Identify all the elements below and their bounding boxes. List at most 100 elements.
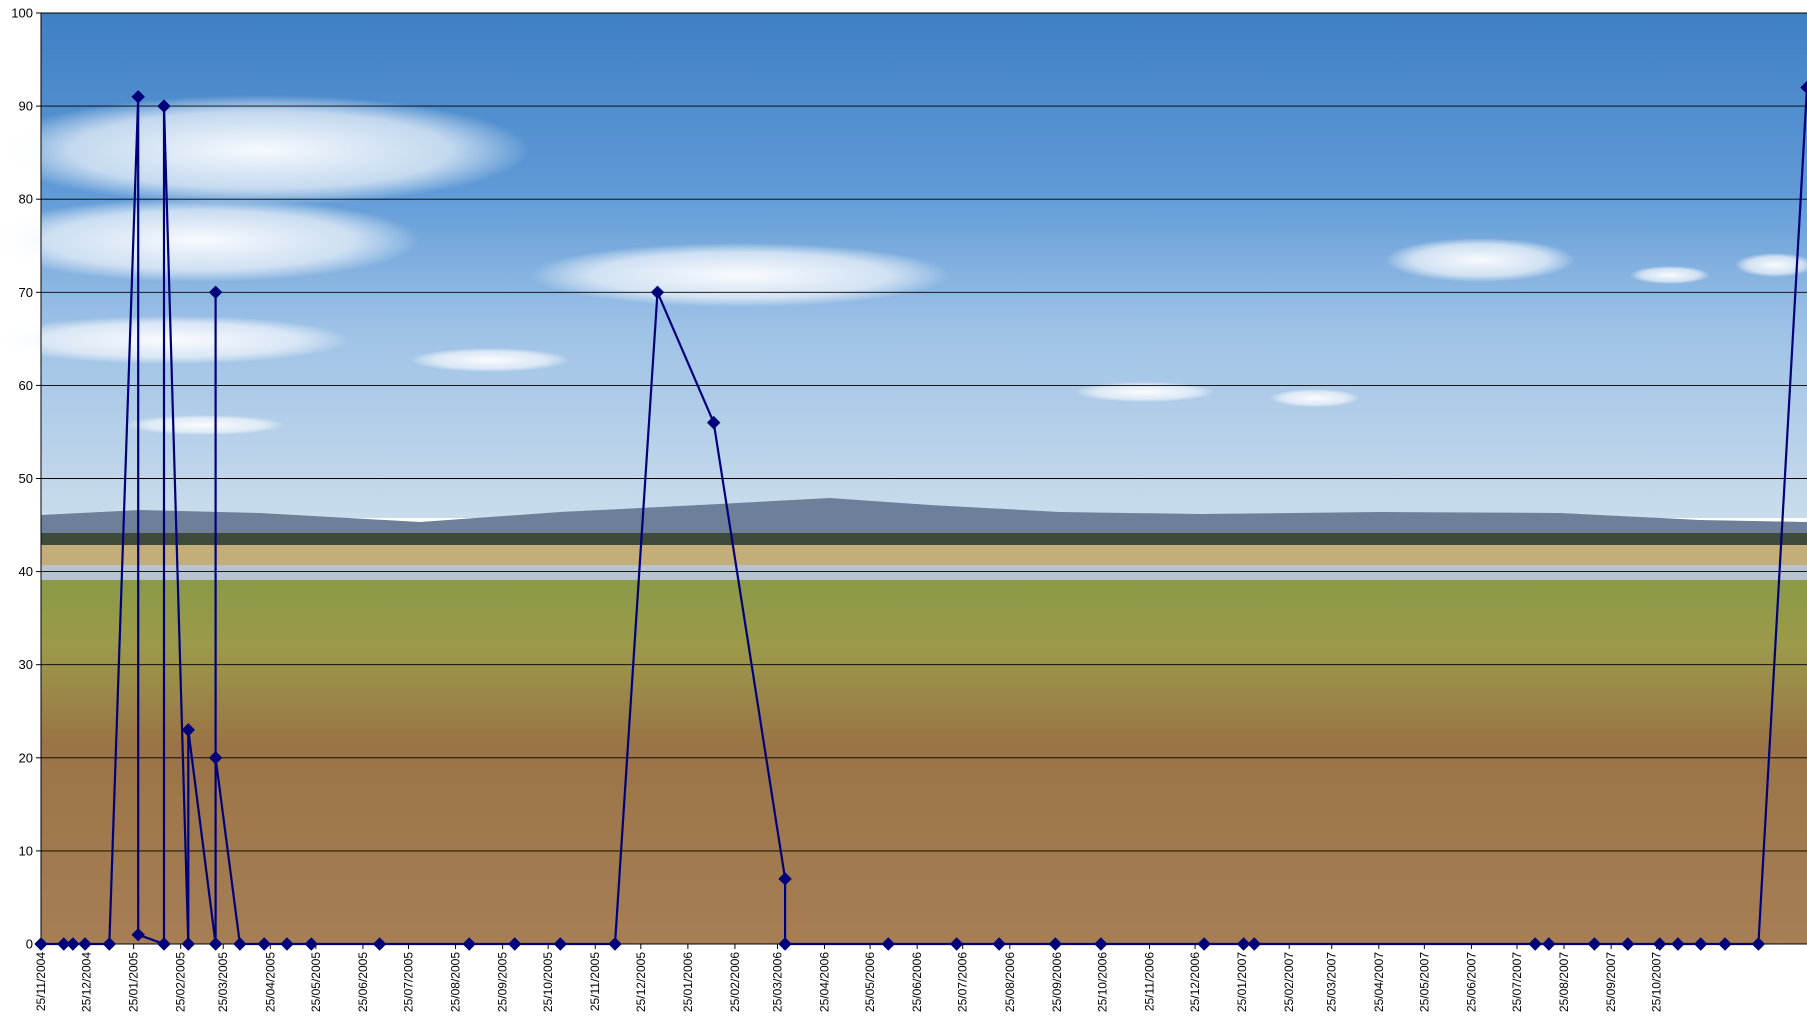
data-point-marker — [1653, 937, 1667, 951]
data-point-marker — [131, 927, 145, 942]
x-tick-label: 25/08/2005 — [449, 952, 463, 1012]
data-point-marker — [131, 90, 145, 104]
y-tick-label: 100 — [11, 6, 33, 21]
data-point-marker — [949, 937, 964, 951]
data-point-marker — [181, 937, 196, 951]
y-tick-labels: 0 10 20 30 40 50 60 70 80 90 100 — [11, 6, 33, 952]
data-point-marker — [1197, 937, 1211, 951]
data-point-marker — [1247, 937, 1261, 951]
x-tick-label: 25/06/2007 — [1464, 952, 1478, 1012]
data-point-marker — [304, 937, 318, 951]
data-point-marker — [706, 415, 721, 430]
x-tick-label: 25/09/2007 — [1604, 952, 1618, 1012]
x-tick-labels: 25/11/2004 25/12/2004 25/01/2005 25/02/2005… — [34, 952, 1664, 1012]
x-tick-label: 25/01/2005 — [127, 952, 141, 1012]
data-point-marker — [462, 937, 476, 951]
data-point-marker — [157, 99, 171, 113]
data-point-marker — [1528, 937, 1542, 951]
cloud — [1075, 382, 1215, 402]
x-tick-label: 25/02/2006 — [728, 952, 742, 1012]
y-tick-label: 60 — [19, 378, 33, 393]
data-point-marker — [1621, 937, 1635, 951]
data-point-marker — [992, 937, 1006, 951]
x-tick-label: 25/03/2005 — [216, 952, 230, 1012]
x-tick-label: 25/05/2005 — [309, 952, 323, 1012]
x-tick-label: 25/12/2004 — [80, 952, 94, 1012]
x-tick-label: 25/04/2007 — [1372, 952, 1386, 1012]
background-photo — [0, 13, 1807, 944]
x-tick-label: 25/06/2006 — [910, 952, 924, 1012]
data-point-marker — [508, 937, 522, 951]
x-tick-label: 25/04/2005 — [263, 952, 277, 1012]
y-tick-label: 50 — [19, 471, 33, 486]
data-point-marker — [1694, 937, 1708, 951]
cloud — [1630, 266, 1710, 284]
data-point-marker — [208, 937, 223, 951]
x-tick-label: 25/08/2007 — [1557, 952, 1571, 1012]
data-point-marker — [881, 937, 896, 951]
cloud — [125, 415, 285, 435]
data-point-marker — [650, 285, 665, 300]
data-point-marker — [1671, 937, 1685, 951]
y-tick-label: 70 — [19, 285, 33, 300]
y-tick-label: 80 — [19, 192, 33, 207]
data-point-marker — [372, 937, 387, 951]
x-tick-label: 25/07/2006 — [956, 952, 970, 1012]
data-point-marker — [208, 285, 223, 300]
cloud — [1735, 253, 1807, 277]
data-point-marker — [553, 937, 568, 951]
x-tick-label: 25/11/2006 — [1142, 952, 1156, 1011]
x-tick-label: 25/01/2007 — [1235, 952, 1249, 1012]
data-point-marker — [102, 937, 117, 951]
data-point-marker — [1800, 80, 1807, 95]
x-tick-label: 25/07/2007 — [1510, 952, 1524, 1012]
data-point-marker — [1751, 937, 1766, 951]
data-point-marker — [1542, 937, 1556, 951]
cloud — [410, 348, 570, 372]
data-series — [34, 80, 1807, 951]
y-tick-label: 30 — [19, 657, 33, 672]
x-tick-label: 25/11/2005 — [588, 952, 602, 1011]
cloud — [0, 95, 530, 205]
data-point-marker — [778, 872, 792, 886]
x-tick-label: 25/09/2006 — [1050, 952, 1064, 1012]
x-tick-label: 25/10/2007 — [1650, 952, 1664, 1012]
y-tick-label: 10 — [19, 843, 33, 858]
data-point-marker — [57, 937, 71, 951]
data-point-marker — [1094, 937, 1108, 951]
cloud — [0, 198, 420, 282]
data-point-marker — [1236, 937, 1251, 951]
x-tick-label: 25/02/2005 — [174, 952, 188, 1012]
treeline — [41, 533, 1807, 545]
x-tick-label: 25/09/2005 — [496, 952, 510, 1012]
data-point-marker — [233, 937, 247, 951]
data-point-marker — [78, 937, 92, 951]
data-point-marker — [208, 751, 223, 765]
far-field — [41, 545, 1807, 565]
y-tick-label: 40 — [19, 564, 33, 579]
x-tick-label: 25/12/2005 — [634, 952, 648, 1012]
x-tick-label: 25/12/2006 — [1188, 952, 1202, 1012]
x-tick-label: 25/11/2004 — [34, 952, 48, 1011]
data-point-marker — [280, 937, 294, 951]
x-tick-label: 25/10/2006 — [1095, 952, 1109, 1012]
data-point-marker — [257, 937, 271, 951]
data-point-marker — [1587, 937, 1602, 951]
data-point-marker — [1718, 937, 1732, 951]
x-tick-label: 25/01/2006 — [681, 952, 695, 1012]
data-point-marker — [66, 937, 80, 951]
x-tick-label: 25/03/2006 — [770, 952, 784, 1012]
data-point-marker — [157, 937, 171, 951]
cloud — [1385, 238, 1575, 282]
gridlines — [41, 12, 1807, 852]
data-point-marker — [181, 723, 196, 737]
cloud — [530, 243, 950, 307]
x-tick-label: 25/03/2007 — [1325, 952, 1339, 1012]
x-tick-label: 25/06/2005 — [356, 952, 370, 1012]
data-point-marker — [778, 937, 792, 951]
cloud — [0, 316, 350, 364]
y-tick-label: 20 — [19, 750, 33, 765]
ground — [41, 580, 1807, 944]
